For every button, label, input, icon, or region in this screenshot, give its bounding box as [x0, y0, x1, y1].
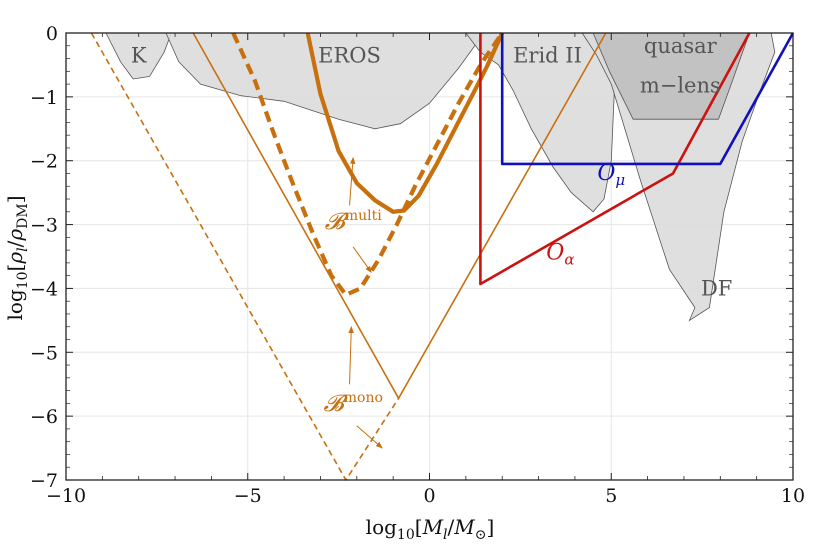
y-axis-title: log10[ρl/ρDM]: [3, 195, 31, 320]
x-axis-title: log10[Ml/M⊙]: [366, 515, 495, 543]
region-label-k: K: [131, 43, 147, 67]
curve-label-2: Oα: [546, 241, 574, 269]
x-tick-label: −5: [234, 485, 262, 507]
region-label-df: DF: [701, 276, 732, 300]
region-label-m-lens: m−lens: [640, 73, 721, 97]
x-tick-label: 0: [423, 485, 435, 507]
y-tick-label: −6: [30, 406, 58, 428]
annotation-arrow-1: [352, 246, 372, 274]
curve-label-1: 𝓑mono: [323, 390, 382, 417]
y-tick-label: −7: [30, 470, 58, 492]
annotation-arrow-3: [356, 425, 383, 449]
arrows: [348, 156, 383, 449]
y-tick-label: −3: [30, 215, 58, 237]
x-tick-label: −10: [46, 485, 86, 507]
curve-label-3: Oμ: [597, 161, 625, 189]
y-tick-label: 0: [46, 23, 58, 45]
labels: K EROS Erid II quasar m−lens DF 𝓑multi 𝓑mono Oα O…: [131, 34, 733, 417]
curve-label-0: 𝓑multi: [325, 208, 383, 235]
x-tick-label: 5: [605, 485, 617, 507]
regions: [105, 32, 776, 322]
y-tick-label: −5: [30, 342, 58, 364]
series-line-1: [231, 31, 504, 297]
region-label-erid-ii: Erid II: [513, 43, 582, 67]
series-line-5: [500, 32, 795, 166]
x-tick-label: 10: [781, 485, 805, 507]
annotation-arrow-2: [348, 326, 354, 385]
ticks: −10 −5 0 5 10 0 −1 −2 −3 −4 −5 −6 −7: [30, 23, 805, 507]
series-line-4: [479, 32, 751, 286]
y-tick-label: −1: [30, 87, 58, 109]
region-label-eros: EROS: [318, 43, 381, 67]
y-tick-label: −2: [30, 151, 58, 173]
y-tick-label: −4: [30, 278, 58, 300]
region-label-quasar: quasar: [644, 34, 718, 58]
annotation-arrow-0: [349, 156, 356, 206]
